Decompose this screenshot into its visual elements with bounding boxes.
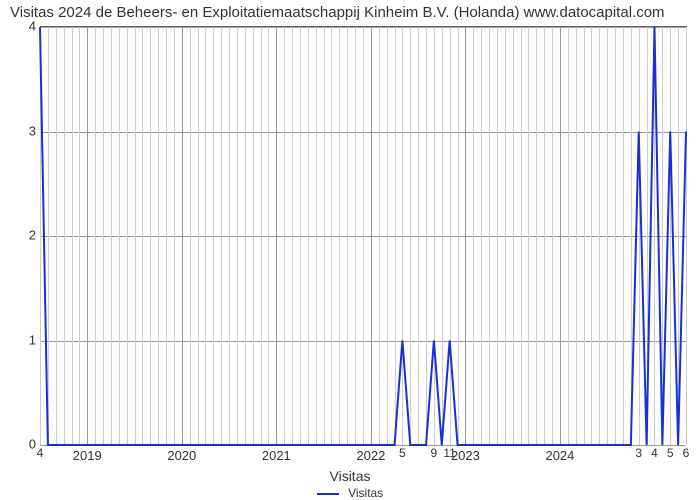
x-tick-label: 2021 (262, 448, 291, 463)
legend-line-icon (317, 493, 339, 495)
x-tick-label: 2019 (73, 448, 102, 463)
point-label: 5 (399, 446, 406, 460)
chart-container: Visitas 2024 de Beheers- en Exploitatiem… (0, 0, 700, 500)
y-tick-label: 1 (6, 332, 36, 347)
legend: Visitas (0, 486, 700, 500)
y-tick-label: 0 (6, 437, 36, 452)
x-tick-label: 2020 (167, 448, 196, 463)
x-tick-label: 2022 (356, 448, 385, 463)
point-label: 9 (431, 446, 438, 460)
point-label: 4 (651, 446, 658, 460)
legend-label: Visitas (348, 486, 383, 500)
point-label: 3 (635, 446, 642, 460)
y-tick-label: 3 (6, 123, 36, 138)
point-label: 11 (443, 446, 455, 460)
series-visitas (40, 27, 686, 445)
point-label: 6 (683, 446, 690, 460)
gridline-vertical-minor (686, 27, 687, 445)
point-label: 4 (37, 446, 44, 460)
plot-area (40, 26, 687, 445)
x-tick-label: 2024 (545, 448, 574, 463)
point-label: 5 (667, 446, 674, 460)
y-tick-label: 2 (6, 228, 36, 243)
series-line (40, 27, 686, 445)
y-tick-label: 4 (6, 19, 36, 34)
x-axis-title: Visitas (0, 468, 700, 484)
chart-title: Visitas 2024 de Beheers- en Exploitatiem… (10, 4, 690, 21)
